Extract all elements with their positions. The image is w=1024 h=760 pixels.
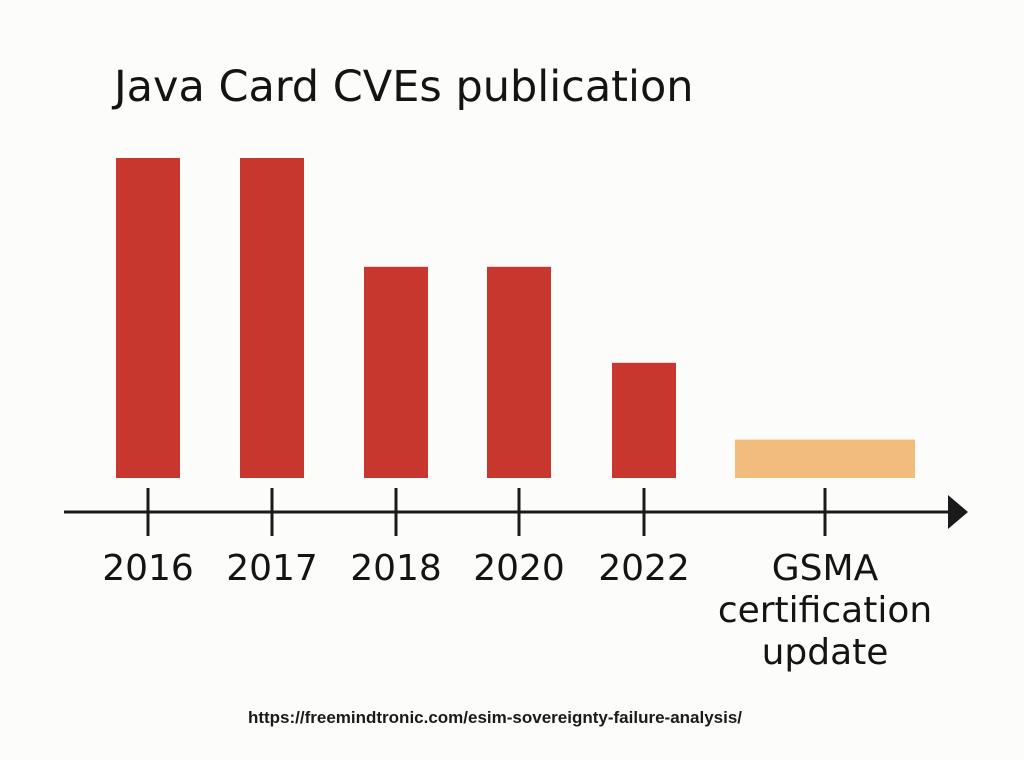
x-tick-label-3: 2020 (473, 548, 565, 589)
bar-3 (487, 266, 551, 478)
x-tick-label-5: GSMA certification update (717, 548, 933, 673)
bar-2 (364, 266, 428, 478)
x-axis-arrow-icon (948, 495, 968, 529)
source-url: https://freemindtronic.com/esim-sovereig… (247, 708, 743, 727)
bar-0 (116, 158, 180, 478)
x-tick-label-4: 2022 (598, 548, 690, 589)
bar-1 (240, 158, 304, 478)
bar-5 (735, 439, 915, 478)
x-tick-label-2: 2018 (350, 548, 442, 589)
x-tick-label-0: 2016 (102, 548, 194, 589)
chart-title: Java Card CVEs publication (114, 62, 694, 112)
x-tick-label-1: 2017 (226, 548, 318, 589)
bar-4 (612, 362, 676, 478)
